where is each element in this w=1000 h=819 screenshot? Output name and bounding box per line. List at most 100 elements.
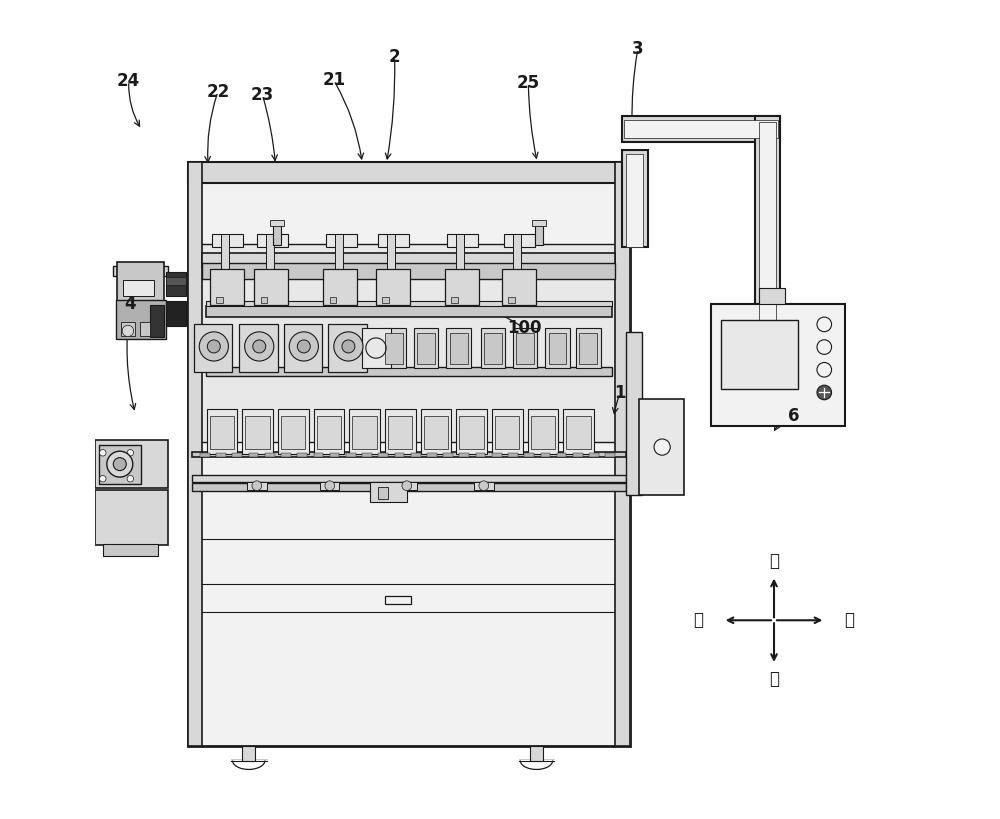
Bar xyxy=(326,234,357,247)
Bar xyxy=(266,234,274,279)
Bar xyxy=(200,453,210,456)
Circle shape xyxy=(127,476,134,482)
Bar xyxy=(320,482,339,490)
Bar xyxy=(346,453,356,456)
Bar xyxy=(626,154,643,247)
Bar xyxy=(123,280,154,296)
Bar xyxy=(103,545,158,556)
Bar xyxy=(212,234,243,247)
Bar xyxy=(622,150,648,247)
Bar xyxy=(427,453,437,456)
Bar xyxy=(297,453,307,456)
Text: 左: 左 xyxy=(693,611,703,629)
Bar xyxy=(755,116,780,373)
Bar xyxy=(451,297,458,304)
Bar xyxy=(328,324,367,373)
Text: 21: 21 xyxy=(322,71,345,89)
Bar xyxy=(188,162,630,183)
Text: 上: 上 xyxy=(769,552,779,570)
Circle shape xyxy=(107,451,133,477)
Bar xyxy=(532,220,546,227)
Bar xyxy=(397,482,417,490)
Bar xyxy=(99,445,141,483)
Bar xyxy=(576,328,601,369)
Bar xyxy=(530,746,543,761)
Circle shape xyxy=(479,481,489,491)
Bar xyxy=(387,234,395,279)
Bar xyxy=(615,162,630,746)
Circle shape xyxy=(817,340,832,355)
Bar xyxy=(239,324,278,373)
Bar xyxy=(117,262,164,311)
Bar xyxy=(273,225,281,245)
Circle shape xyxy=(817,363,832,377)
Circle shape xyxy=(289,332,318,361)
Bar xyxy=(202,263,615,279)
Bar xyxy=(508,453,518,456)
Bar xyxy=(150,305,164,337)
Circle shape xyxy=(100,476,106,482)
Bar xyxy=(95,440,168,488)
Text: 23: 23 xyxy=(251,86,274,104)
Bar xyxy=(456,234,464,279)
Bar xyxy=(188,162,202,746)
Bar xyxy=(502,269,536,305)
Bar xyxy=(207,410,237,454)
Bar xyxy=(376,269,410,305)
Circle shape xyxy=(253,340,266,353)
Bar xyxy=(210,269,244,305)
Bar xyxy=(513,328,537,369)
Bar xyxy=(481,328,505,369)
Bar xyxy=(450,333,468,364)
Circle shape xyxy=(199,332,228,361)
Bar xyxy=(589,453,599,456)
Bar xyxy=(270,220,284,227)
Text: 6: 6 xyxy=(788,407,799,425)
Bar xyxy=(504,234,535,247)
Text: 100: 100 xyxy=(507,319,542,337)
Bar xyxy=(495,416,519,450)
Bar xyxy=(245,416,270,450)
Circle shape xyxy=(817,317,832,332)
Circle shape xyxy=(342,340,355,353)
Bar xyxy=(242,746,255,761)
Bar xyxy=(622,116,780,142)
Bar xyxy=(492,410,523,454)
Bar xyxy=(188,162,630,746)
Bar xyxy=(759,122,776,370)
Text: 2: 2 xyxy=(389,48,400,66)
Bar xyxy=(445,269,479,305)
Bar xyxy=(335,234,343,279)
Bar xyxy=(624,120,778,138)
Bar xyxy=(166,277,186,285)
Bar xyxy=(573,453,583,456)
Bar xyxy=(257,234,288,247)
Bar xyxy=(314,410,344,454)
Bar xyxy=(281,416,305,450)
Bar xyxy=(121,322,135,336)
Bar xyxy=(166,301,186,326)
Bar xyxy=(557,453,566,456)
Bar xyxy=(166,272,186,296)
Bar xyxy=(535,225,543,245)
Bar xyxy=(424,416,448,450)
Bar xyxy=(378,487,388,500)
Text: 1: 1 xyxy=(614,384,626,402)
Bar xyxy=(605,453,615,456)
Bar xyxy=(116,300,166,338)
Bar xyxy=(378,453,388,456)
Bar xyxy=(216,297,223,304)
Bar xyxy=(317,416,341,450)
Text: 25: 25 xyxy=(517,74,540,92)
Bar xyxy=(446,328,471,369)
Bar xyxy=(492,453,502,456)
Bar xyxy=(378,234,409,247)
Bar xyxy=(140,322,150,336)
Text: 下: 下 xyxy=(769,671,779,689)
Bar xyxy=(192,244,626,442)
Bar xyxy=(210,416,234,450)
Bar xyxy=(721,320,798,389)
Bar xyxy=(417,333,435,364)
Bar xyxy=(206,367,612,377)
Bar xyxy=(382,328,406,369)
